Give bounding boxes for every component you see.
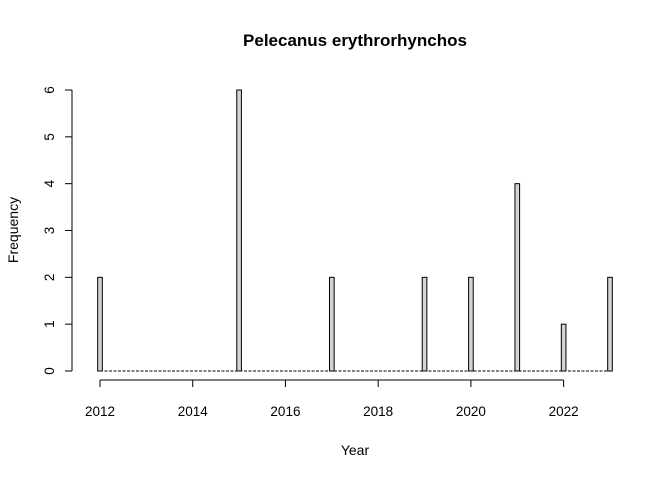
bar-2017 [329, 276, 335, 372]
y-tick-label-1: 1 [42, 320, 57, 328]
x-tick-label-2012: 2012 [85, 404, 115, 419]
x-tick-label-2022: 2022 [549, 404, 579, 419]
y-tick-label-3: 3 [42, 227, 57, 235]
y-tick-label-2: 2 [42, 274, 57, 282]
x-tick-label-2020: 2020 [456, 404, 486, 419]
chart-title: Pelecanus erythrorhynchos [243, 31, 467, 50]
x-tick-label-2018: 2018 [363, 404, 393, 419]
y-axis-label: Frequency [5, 197, 21, 263]
x-tick-label-2014: 2014 [178, 404, 209, 419]
x-tick-label-2016: 2016 [270, 404, 300, 419]
bar-2023 [607, 276, 613, 372]
bar-2012 [97, 276, 103, 372]
y-tick-label-6: 6 [42, 86, 57, 94]
bar-2021 [514, 183, 521, 372]
y-tick-label-5: 5 [42, 133, 57, 141]
y-axis: 0 1 2 3 4 5 6 [42, 86, 73, 375]
bar-2022 [560, 323, 567, 372]
y-tick-label-4: 4 [42, 179, 57, 187]
bar-2020 [468, 276, 474, 372]
y-tick-label-0: 0 [42, 367, 57, 375]
bars [97, 89, 613, 372]
bar-2019 [421, 276, 428, 372]
x-axis-label: Year [341, 442, 370, 458]
x-axis: 2012 2014 2016 2018 2020 2022 [85, 379, 579, 419]
bar-2015 [236, 89, 242, 372]
